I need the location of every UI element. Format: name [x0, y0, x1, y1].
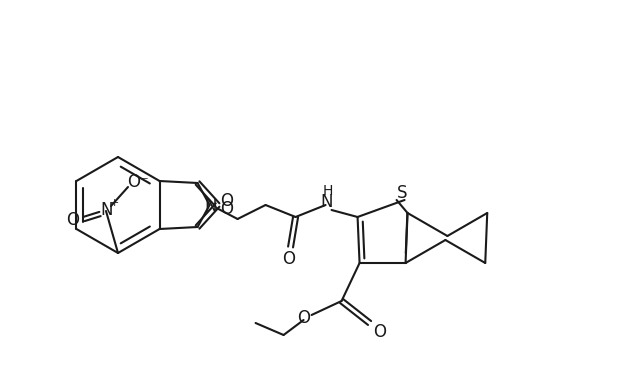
Text: O: O: [373, 323, 386, 341]
Text: O⁻: O⁻: [127, 173, 149, 191]
Text: O: O: [297, 309, 310, 327]
Text: N: N: [320, 193, 333, 211]
Text: O: O: [67, 211, 79, 229]
Text: O: O: [220, 200, 233, 218]
Text: H: H: [323, 184, 333, 198]
Text: O: O: [220, 192, 233, 210]
Text: O: O: [282, 250, 295, 268]
Text: S: S: [397, 184, 408, 202]
Text: N: N: [204, 197, 217, 215]
Text: N: N: [100, 201, 113, 219]
Text: +: +: [109, 198, 118, 208]
